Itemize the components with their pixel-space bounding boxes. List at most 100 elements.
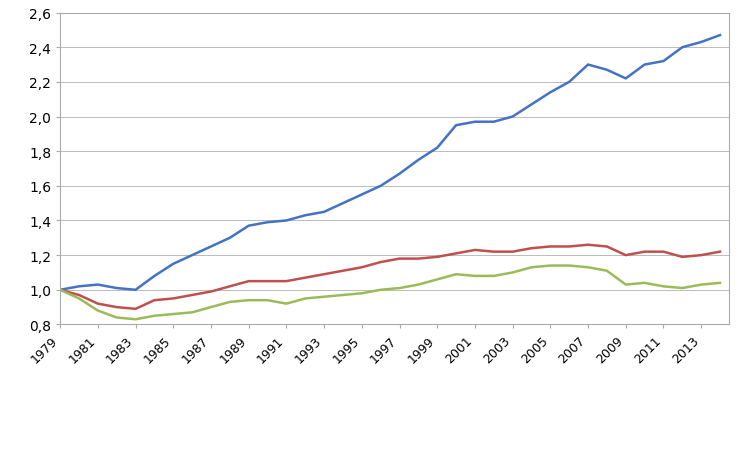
Energy consumption	[112, 305, 121, 310]
Oil consumption	[226, 299, 235, 305]
Energy consumption	[168, 296, 177, 301]
Energy consumption	[414, 256, 423, 262]
GDP	[508, 115, 517, 120]
Oil consumption	[621, 282, 630, 288]
GDP	[546, 90, 555, 96]
GDP	[263, 220, 272, 226]
Energy consumption	[565, 244, 574, 249]
Oil consumption	[150, 313, 159, 319]
GDP	[168, 262, 177, 267]
Energy consumption	[715, 249, 724, 255]
Oil consumption	[282, 301, 291, 307]
Energy consumption	[187, 293, 196, 298]
GDP	[715, 33, 724, 39]
GDP	[282, 218, 291, 224]
GDP	[207, 244, 216, 249]
Energy consumption	[131, 307, 140, 312]
GDP	[395, 171, 404, 177]
Oil consumption	[131, 317, 140, 322]
Energy consumption	[376, 260, 385, 265]
Energy consumption	[640, 249, 649, 255]
Energy consumption	[226, 284, 235, 290]
Oil consumption	[584, 265, 593, 270]
Oil consumption	[640, 281, 649, 286]
GDP	[696, 40, 705, 46]
GDP	[338, 201, 347, 207]
Energy consumption	[263, 279, 272, 284]
Oil consumption	[451, 272, 460, 277]
Energy consumption	[357, 265, 366, 270]
GDP	[74, 284, 83, 290]
Oil consumption	[207, 305, 216, 310]
Energy consumption	[56, 287, 65, 293]
GDP	[244, 223, 253, 229]
GDP	[602, 68, 611, 73]
GDP	[640, 63, 649, 68]
Oil consumption	[263, 298, 272, 303]
Energy consumption	[338, 268, 347, 274]
Energy consumption	[471, 248, 480, 253]
Energy consumption	[320, 272, 329, 277]
Energy consumption	[659, 249, 668, 255]
GDP	[357, 192, 366, 198]
Energy consumption	[74, 293, 83, 298]
GDP	[565, 80, 574, 85]
Oil consumption	[715, 281, 724, 286]
Line: GDP: GDP	[60, 36, 720, 290]
Energy consumption	[490, 249, 499, 255]
Oil consumption	[565, 263, 574, 269]
Oil consumption	[546, 263, 555, 269]
Energy consumption	[451, 251, 460, 257]
Oil consumption	[490, 274, 499, 279]
Oil consumption	[244, 298, 253, 303]
GDP	[301, 213, 310, 218]
GDP	[376, 184, 385, 189]
Energy consumption	[282, 279, 291, 284]
Line: Energy consumption: Energy consumption	[60, 245, 720, 309]
Energy consumption	[244, 279, 253, 284]
Energy consumption	[584, 243, 593, 248]
GDP	[112, 286, 121, 291]
GDP	[187, 253, 196, 258]
Oil consumption	[168, 312, 177, 317]
Energy consumption	[93, 301, 102, 307]
Energy consumption	[301, 275, 310, 281]
GDP	[471, 120, 480, 125]
Oil consumption	[602, 268, 611, 274]
GDP	[320, 210, 329, 215]
Oil consumption	[56, 287, 65, 293]
Oil consumption	[678, 286, 687, 291]
GDP	[131, 287, 140, 293]
Energy consumption	[207, 289, 216, 295]
GDP	[414, 158, 423, 163]
GDP	[150, 274, 159, 279]
Oil consumption	[112, 315, 121, 321]
Energy consumption	[602, 244, 611, 249]
GDP	[56, 287, 65, 293]
GDP	[93, 282, 102, 288]
GDP	[678, 46, 687, 51]
Oil consumption	[432, 277, 441, 282]
Oil consumption	[74, 296, 83, 301]
Energy consumption	[678, 254, 687, 260]
Energy consumption	[527, 246, 536, 251]
GDP	[226, 235, 235, 241]
Energy consumption	[621, 253, 630, 258]
GDP	[527, 102, 536, 108]
Oil consumption	[414, 282, 423, 288]
Oil consumption	[659, 284, 668, 290]
GDP	[490, 120, 499, 125]
Energy consumption	[546, 244, 555, 249]
GDP	[584, 63, 593, 68]
Oil consumption	[395, 286, 404, 291]
Oil consumption	[187, 310, 196, 315]
Oil consumption	[508, 270, 517, 276]
Oil consumption	[376, 287, 385, 293]
Oil consumption	[527, 265, 536, 270]
Oil consumption	[471, 274, 480, 279]
GDP	[451, 123, 460, 129]
Oil consumption	[696, 282, 705, 288]
Energy consumption	[150, 298, 159, 303]
Oil consumption	[301, 296, 310, 301]
Oil consumption	[338, 293, 347, 298]
